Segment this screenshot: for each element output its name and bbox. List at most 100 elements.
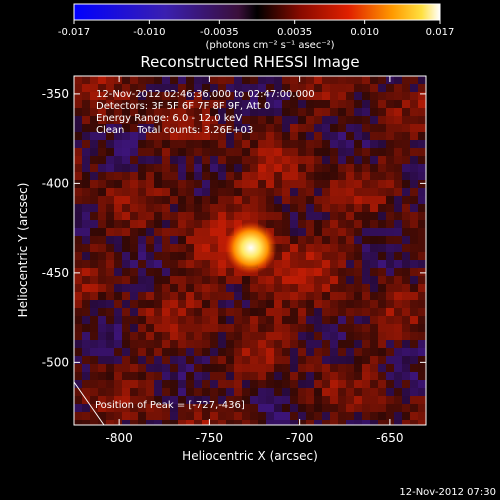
heatmap-cell [130, 124, 139, 133]
heatmap-cell [138, 276, 147, 285]
heatmap-cell [146, 380, 155, 389]
heatmap-cell [354, 332, 363, 341]
heatmap-cell [282, 116, 291, 125]
heatmap-cell [146, 420, 155, 425]
heatmap-cell [330, 180, 339, 189]
heatmap-cell [354, 260, 363, 269]
heatmap-cell [410, 300, 419, 309]
heatmap-cell [266, 316, 275, 325]
heatmap-cell [354, 356, 363, 365]
heatmap-cell [290, 332, 299, 341]
heatmap-cell [154, 364, 163, 373]
heatmap-cell [114, 76, 123, 85]
heatmap-cell [338, 188, 347, 197]
heatmap-cell [82, 268, 91, 277]
heatmap-cell [146, 172, 155, 181]
heatmap-cell [90, 100, 99, 109]
heatmap-cell [130, 308, 139, 317]
heatmap-cell [370, 212, 379, 221]
heatmap-cell [330, 356, 339, 365]
heatmap-cell [386, 388, 395, 397]
heatmap-cell [370, 324, 379, 333]
heatmap-cell [218, 236, 227, 245]
heatmap-cell [346, 212, 355, 221]
heatmap-cell [82, 116, 91, 125]
heatmap-cell [186, 180, 195, 189]
heatmap-cell [378, 412, 387, 421]
heatmap-cell [362, 116, 371, 125]
heatmap-cell [210, 84, 219, 93]
heatmap-cell [306, 268, 315, 277]
heatmap-cell [282, 212, 291, 221]
heatmap-cell [362, 196, 371, 205]
heatmap-cell [362, 356, 371, 365]
heatmap-cell [122, 196, 131, 205]
heatmap-cell [162, 84, 171, 93]
heatmap-cell [194, 164, 203, 173]
heatmap-cell [154, 172, 163, 181]
heatmap-cell [346, 140, 355, 149]
heatmap-cell [410, 76, 419, 85]
heatmap-cell [138, 156, 147, 165]
heatmap-cell [82, 292, 91, 301]
heatmap-cell [106, 116, 115, 125]
heatmap-cell [154, 100, 163, 109]
heatmap-cell [90, 396, 99, 405]
heatmap-cell [154, 300, 163, 309]
heatmap-cell [130, 156, 139, 165]
heatmap-cell [394, 380, 403, 389]
heatmap-cell [234, 356, 243, 365]
heatmap-cell [306, 148, 315, 157]
heatmap-cell [370, 124, 379, 133]
heatmap-cell [314, 132, 323, 141]
heatmap-cell [74, 76, 83, 85]
heatmap-cell [266, 100, 275, 109]
heatmap-cell [338, 180, 347, 189]
heatmap-cell [178, 228, 187, 237]
heatmap-cell [202, 324, 211, 333]
y-tick-label: -500 [42, 355, 69, 369]
heatmap-cell [282, 308, 291, 317]
heatmap-cell [266, 404, 275, 413]
heatmap-cell [362, 124, 371, 133]
heatmap-cell [74, 420, 83, 425]
heatmap-cell [122, 252, 131, 261]
heatmap-cell [338, 212, 347, 221]
heatmap-cell [362, 76, 371, 85]
heatmap-cell [138, 124, 147, 133]
heatmap-cell [386, 124, 395, 133]
heatmap-cell [258, 180, 267, 189]
heatmap-cell [98, 300, 107, 309]
heatmap-cell [226, 164, 235, 173]
heatmap-cell [82, 228, 91, 237]
heatmap-cell [210, 332, 219, 341]
heatmap-cell [210, 404, 219, 413]
heatmap-cell [258, 364, 267, 373]
heatmap-cell [242, 188, 251, 197]
heatmap-cell [98, 316, 107, 325]
heatmap-cell [146, 252, 155, 261]
heatmap-cell [74, 124, 83, 133]
heatmap-cell [186, 172, 195, 181]
heatmap-cell [178, 196, 187, 205]
heatmap-cell [122, 92, 131, 101]
heatmap-cell [114, 356, 123, 365]
heatmap-cell [338, 284, 347, 293]
heatmap-cell [130, 316, 139, 325]
heatmap-cell [194, 388, 203, 397]
heatmap-cell [82, 212, 91, 221]
heatmap-cell [122, 244, 131, 253]
heatmap-cell [402, 380, 411, 389]
chart-title: Reconstructed RHESSI Image [140, 53, 359, 71]
heatmap-cell [226, 372, 235, 381]
heatmap-cell [306, 100, 315, 109]
heatmap-cell [90, 284, 99, 293]
heatmap-cell [314, 324, 323, 333]
heatmap-cell [298, 284, 307, 293]
heatmap-cell [170, 116, 179, 125]
heatmap-cell [250, 380, 259, 389]
heatmap-cell [394, 92, 403, 101]
heatmap-cell [194, 364, 203, 373]
heatmap-cell [226, 132, 235, 141]
heatmap-cell [386, 324, 395, 333]
